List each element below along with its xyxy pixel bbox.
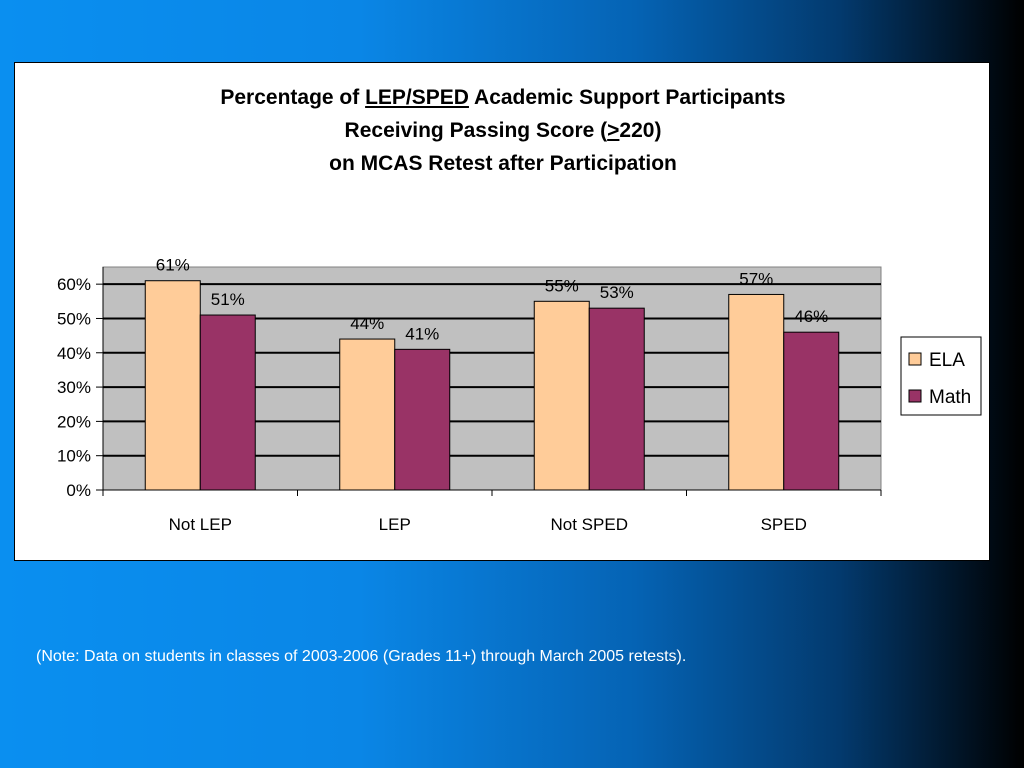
title-line2-post: 220)	[619, 119, 662, 142]
title-line1-underlined: LEP/SPED	[365, 86, 469, 109]
footnote: (Note: Data on students in classes of 20…	[36, 648, 687, 665]
data-label: 44%	[350, 314, 384, 333]
title-line1-post: Academic Support Participants	[468, 86, 786, 109]
title-line2-pre: Receiving Passing Score (	[344, 119, 608, 142]
data-label: 41%	[405, 324, 439, 343]
legend-label-math: Math	[929, 387, 971, 408]
data-label: 55%	[545, 276, 579, 295]
bar-ela	[533, 300, 590, 491]
y-tick-label: 10%	[57, 447, 91, 466]
legend-swatch-ela	[908, 352, 922, 366]
bar-math	[394, 348, 451, 491]
data-label: 51%	[211, 290, 245, 309]
bar-math	[199, 314, 256, 491]
data-label: 61%	[156, 256, 190, 275]
y-tick-label: 0%	[66, 481, 91, 500]
data-label: 53%	[600, 283, 634, 302]
y-tick-label: 20%	[57, 412, 91, 431]
x-category-label: SPED	[761, 515, 807, 534]
chart-panel: Percentage of LEP/SPED Academic Support …	[14, 62, 990, 561]
y-tick-label: 60%	[57, 275, 91, 294]
title-line1-pre: Percentage of	[220, 86, 366, 109]
bar-math	[588, 307, 645, 491]
x-category-label: LEP	[379, 515, 411, 534]
legend-label-ela: ELA	[929, 350, 965, 371]
chart-title-line-1: Percentage of LEP/SPED Academic Support …	[15, 81, 991, 114]
y-tick-label: 40%	[57, 344, 91, 363]
bar-math	[783, 331, 840, 491]
data-label: 46%	[794, 307, 828, 326]
bar-ela	[728, 293, 785, 491]
bar-chart: 0% 10% 20% 30% 40% 50% 60% Not LEP 61% 51% LEP 44% 4…	[57, 256, 982, 534]
y-tick-label: 30%	[57, 378, 91, 397]
data-label: 57%	[739, 269, 773, 288]
title-line2-underlined: >	[607, 119, 620, 142]
bar-ela	[339, 338, 396, 491]
chart-title: Percentage of LEP/SPED Academic Support …	[15, 81, 991, 180]
y-tick-label: 50%	[57, 309, 91, 328]
legend-swatch-math	[908, 389, 922, 403]
x-category-label: Not SPED	[551, 515, 628, 534]
bar-ela	[144, 280, 201, 491]
x-category-label: Not LEP	[169, 515, 232, 534]
chart-title-line-2: Receiving Passing Score (>220)	[15, 114, 991, 147]
chart-title-line-3: on MCAS Retest after Participation	[329, 152, 677, 175]
